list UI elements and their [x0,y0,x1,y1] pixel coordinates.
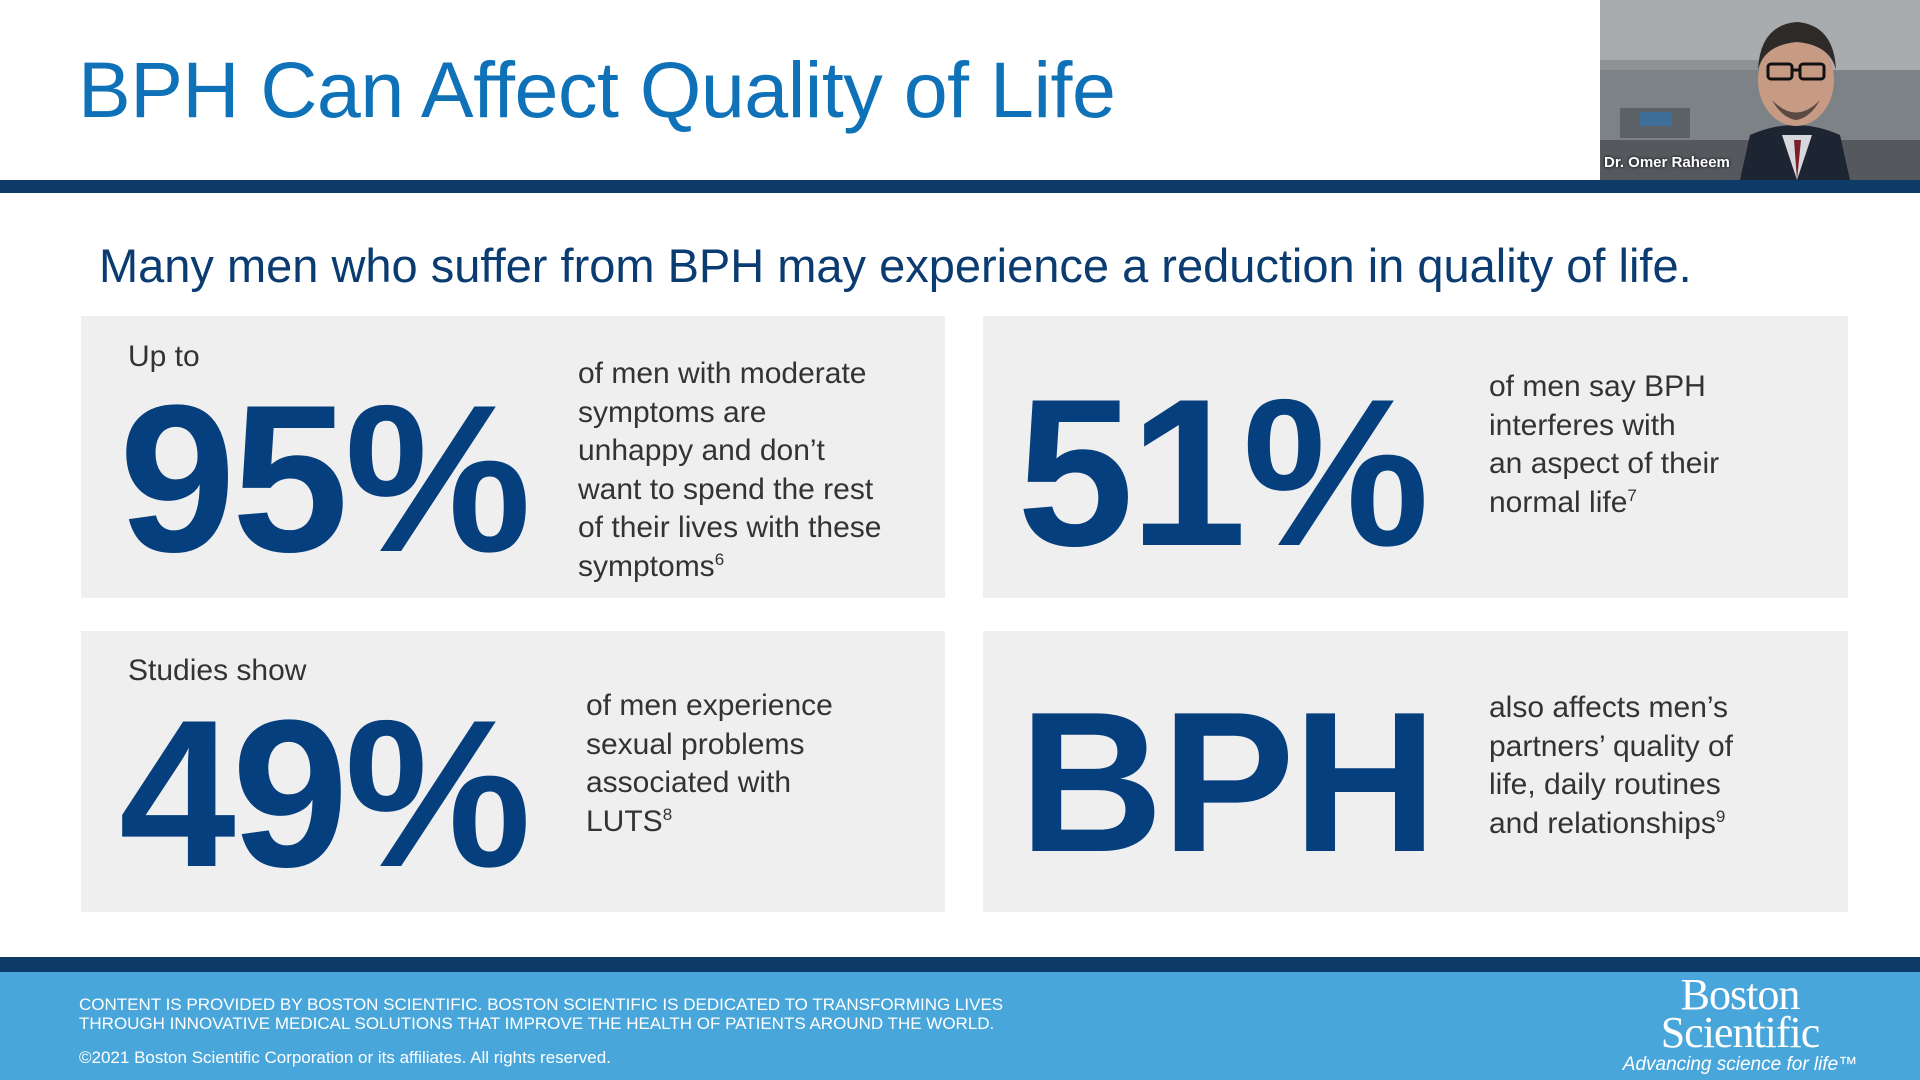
stat-number: BPH [1019,671,1437,894]
stat-line: of men with moderate [578,357,867,390]
stat-line: want to spend the rest [578,472,874,506]
stat-description: of men experience sexual problems associ… [586,687,906,841]
slide-title: BPH Can Affect Quality of Life [78,45,1116,134]
reference-superscript: 7 [1627,485,1637,505]
stat-description: of men with moderate symptoms are unhapp… [578,355,918,586]
logo-word-scientific: Scientific [1660,1008,1821,1057]
stat-number: 95% [119,361,531,596]
stat-line: also affects men’s [1489,691,1729,724]
stat-prefix: Studies show [128,654,307,687]
footer-copyright: ©2021 Boston Scientific Corporation or i… [79,1048,611,1067]
stat-line: of men experience [586,689,833,722]
stat-line: symptoms are [578,395,767,429]
stat-line: an aspect of their [1489,447,1720,480]
boston-scientific-logo: Boston Scientific Advancing science for … [1610,970,1870,1080]
stat-line: of men say BPH [1489,370,1706,403]
stat-description: also affects men’s partners’ quality of … [1489,689,1829,843]
participant-name-label: Dr. Omer Raheem [1604,154,1730,171]
stat-line: of their lives with these [578,511,882,544]
stat-line: associated with [586,766,792,799]
stat-prefix: Up to [128,340,200,373]
bottom-divider-band [0,957,1920,972]
top-divider-band [0,180,1920,193]
stat-card-bph: BPH also affects men’s partners’ quality… [983,631,1848,912]
stat-line: symptoms [578,549,715,583]
stat-card-49: Studies show 49% of men experience sexua… [81,631,945,912]
footer-disclaimer: CONTENT IS PROVIDED BY BOSTON SCIENTIFIC… [79,995,1099,1033]
slide-footer [0,972,1920,1080]
stat-line: unhappy and don’t [578,434,825,467]
stat-number: 51% [1017,355,1429,590]
footer-disclaimer-line: CONTENT IS PROVIDED BY BOSTON SCIENTIFIC… [79,995,1004,1014]
footer-disclaimer-line: THROUGH INNOVATIVE MEDICAL SOLUTIONS THA… [79,1014,995,1033]
stat-line: life, daily routines [1489,768,1721,801]
logo-word-boston: Boston [1680,970,1801,1019]
stat-number: 49% [119,676,531,911]
participant-video-image [1600,0,1920,180]
stat-line: interferes with [1489,408,1676,442]
participant-video-tile[interactable] [1600,0,1920,180]
stat-card-95: Up to 95% of men with moderate symptoms … [81,316,945,598]
stat-line: sexual problems [586,727,805,761]
reference-superscript: 8 [662,804,673,824]
stat-description: of men say BPH interferes with an aspect… [1489,368,1829,522]
slide-subtitle: Many men who suffer from BPH may experie… [99,239,1692,292]
stat-line: partners’ quality of [1489,729,1734,763]
reference-superscript: 9 [1715,806,1726,826]
stat-line: normal life [1489,485,1628,519]
logo-tagline: Advancing science for life™ [1622,1054,1858,1075]
stat-line: LUTS [586,804,663,838]
reference-superscript: 6 [714,549,725,569]
stat-card-51: 51% of men say BPH interferes with an as… [983,316,1848,598]
stat-line: and relationships [1489,806,1716,840]
